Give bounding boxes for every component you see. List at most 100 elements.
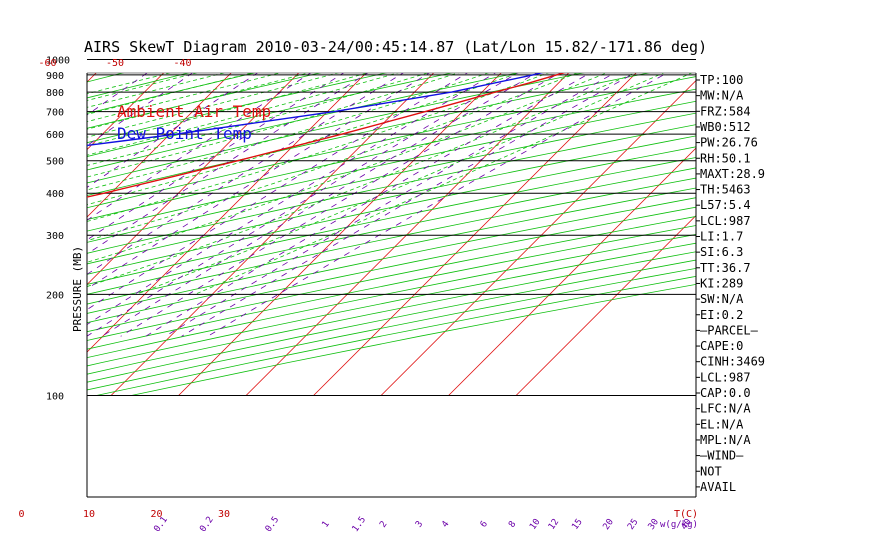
pressure-tick-label: 400 (46, 189, 64, 200)
index-entry: LCL:987 (700, 214, 751, 228)
index-entry: L57:5.4 (700, 198, 751, 212)
pressure-tick-label: 800 (46, 88, 64, 99)
index-entry: TT:36.7 (700, 261, 751, 275)
temp-unit-label: T(C) (674, 509, 698, 520)
moist-adiabat-line (87, 73, 549, 222)
dry-adiabat-line (87, 76, 696, 209)
mixing-ratio-tick-label: 1 (321, 520, 332, 530)
pressure-tick-label: 100 (46, 392, 64, 403)
moist-adiabat-line (87, 73, 253, 115)
dry-adiabat-line (87, 177, 696, 305)
dry-adiabat-line (87, 73, 256, 114)
isotherm-line (380, 79, 696, 396)
bottom-temp-tick-label: 30 (218, 509, 230, 520)
index-entry: —WIND— (700, 449, 744, 463)
dry-adiabat-line (87, 73, 388, 144)
top-temp-tick-label: -50 (106, 58, 124, 69)
moist-adiabat-line (87, 73, 429, 166)
pressure-tick-label: 200 (46, 290, 64, 301)
dry-adiabat-lines (0, 52, 696, 396)
index-entry: SI:6.3 (700, 245, 743, 259)
legend-dew-point: Dew Point Temp (117, 124, 252, 143)
mixing-ratio-tick-label: 20 (601, 517, 615, 532)
mixing-ratio-tick-label: 15 (570, 517, 584, 532)
index-entry: PW:26.76 (700, 136, 758, 150)
mixing-ratio-tick-label: 0.5 (264, 515, 282, 534)
mixing-ratio-tick-label: 10 (528, 517, 542, 532)
mixing-ratio-tick-label: 6 (479, 519, 490, 529)
moist-adiabat-line (87, 73, 310, 130)
isotherm-line (87, 73, 97, 83)
top-temperature-axis: -120-110-100-90-80-70-60-50-40 (39, 58, 192, 69)
pressure-axis: 100 200 300 400 500 600 700 800 900 1000 (46, 56, 70, 403)
moist-adiabat-line (87, 73, 198, 101)
isotherm-line (178, 73, 502, 396)
legend-ambient-air: Ambient Air Temp (117, 102, 271, 121)
dry-adiabat-line (87, 73, 322, 129)
pressure-tick-label: 900 (46, 71, 64, 82)
mixing-ratio-line (165, 73, 616, 337)
pressure-tick-label: 500 (46, 157, 64, 168)
dry-adiabat-line (87, 73, 585, 184)
dry-adiabat-line (87, 88, 696, 220)
mixing-ratio-line (181, 73, 636, 337)
index-entry: NOT (700, 464, 722, 478)
isotherm-line (448, 147, 696, 396)
isotherm-line (515, 214, 696, 396)
index-entry: MAXT:28.9 (700, 167, 765, 181)
plot-frame (86, 72, 697, 498)
moist-adiabat-line (87, 73, 282, 123)
mixing-ratio-tick-label: 12 (547, 517, 561, 532)
index-entry: CAPE:0 (700, 339, 743, 353)
index-entry: LCL:987 (700, 370, 751, 384)
isotherm-line (87, 73, 300, 286)
bottom-temp-tick-label: 10 (83, 509, 95, 520)
mixing-ratio-axis: 0.1 0.2 0.5 1 1.5 2 3 4 6 8 10 12 15 20 25 30 40 (152, 515, 693, 534)
mixing-ratio-tick-label: 1.5 (351, 515, 369, 534)
dry-adiabat-line (87, 112, 696, 243)
dry-adiabat-line (87, 225, 696, 350)
isotherm-line (87, 73, 165, 151)
mixing-ratio-tick-label: 8 (507, 520, 518, 530)
dry-adiabat-line (87, 187, 696, 314)
dry-adiabat-line (87, 73, 454, 157)
dry-adiabat-line (87, 251, 696, 375)
y-axis-label: PRESSURE (MB) (71, 246, 84, 332)
mixing-unit-label: w(g/kg) (660, 520, 698, 530)
pressure-tick-label: 300 (46, 231, 64, 242)
index-entry: LI:1.7 (700, 230, 743, 244)
index-entry: MW:N/A (700, 89, 744, 103)
index-entry: CAP:0.0 (700, 386, 751, 400)
mixing-ratio-tick-label: 30 (647, 517, 661, 532)
pressure-tick-label: 700 (46, 108, 64, 119)
moist-adiabat-line (194, 73, 693, 295)
mixing-ratio-tick-label: 2 (378, 520, 389, 530)
dry-adiabat-line (87, 197, 696, 324)
sounding-series (87, 73, 566, 198)
isotherm-line (0, 52, 49, 395)
mixing-ratio-tick-label: 25 (626, 517, 640, 532)
dew-point-temp-line (87, 73, 544, 147)
moist-adiabat-line (87, 73, 608, 263)
dry-adiabat-line (0, 52, 69, 395)
bottom-temperature-axis: -50-40-30-20-100102030 (19, 509, 231, 520)
index-entry: WB0:512 (700, 120, 751, 134)
mixing-ratio-line (120, 73, 561, 337)
dry-adiabat-line (87, 124, 696, 254)
index-entry: EI:0.2 (700, 308, 743, 322)
top-temp-tick-label: -60 (39, 58, 57, 69)
dry-adiabat-line (87, 146, 696, 275)
dry-adiabat-line (87, 73, 651, 196)
index-entry: RH:50.1 (700, 151, 751, 165)
index-entry: EL:N/A (700, 417, 744, 431)
dry-adiabat-line (87, 157, 696, 285)
pressure-tick-label: 600 (46, 130, 64, 141)
dry-adiabat-line (87, 73, 191, 99)
top-temp-tick-label: -40 (174, 58, 192, 69)
moist-adiabat-line (87, 73, 520, 206)
index-entry: FRZ:584 (700, 104, 751, 118)
dry-adiabat-line (87, 73, 125, 83)
mixing-ratio-tick-label: 4 (440, 519, 451, 529)
